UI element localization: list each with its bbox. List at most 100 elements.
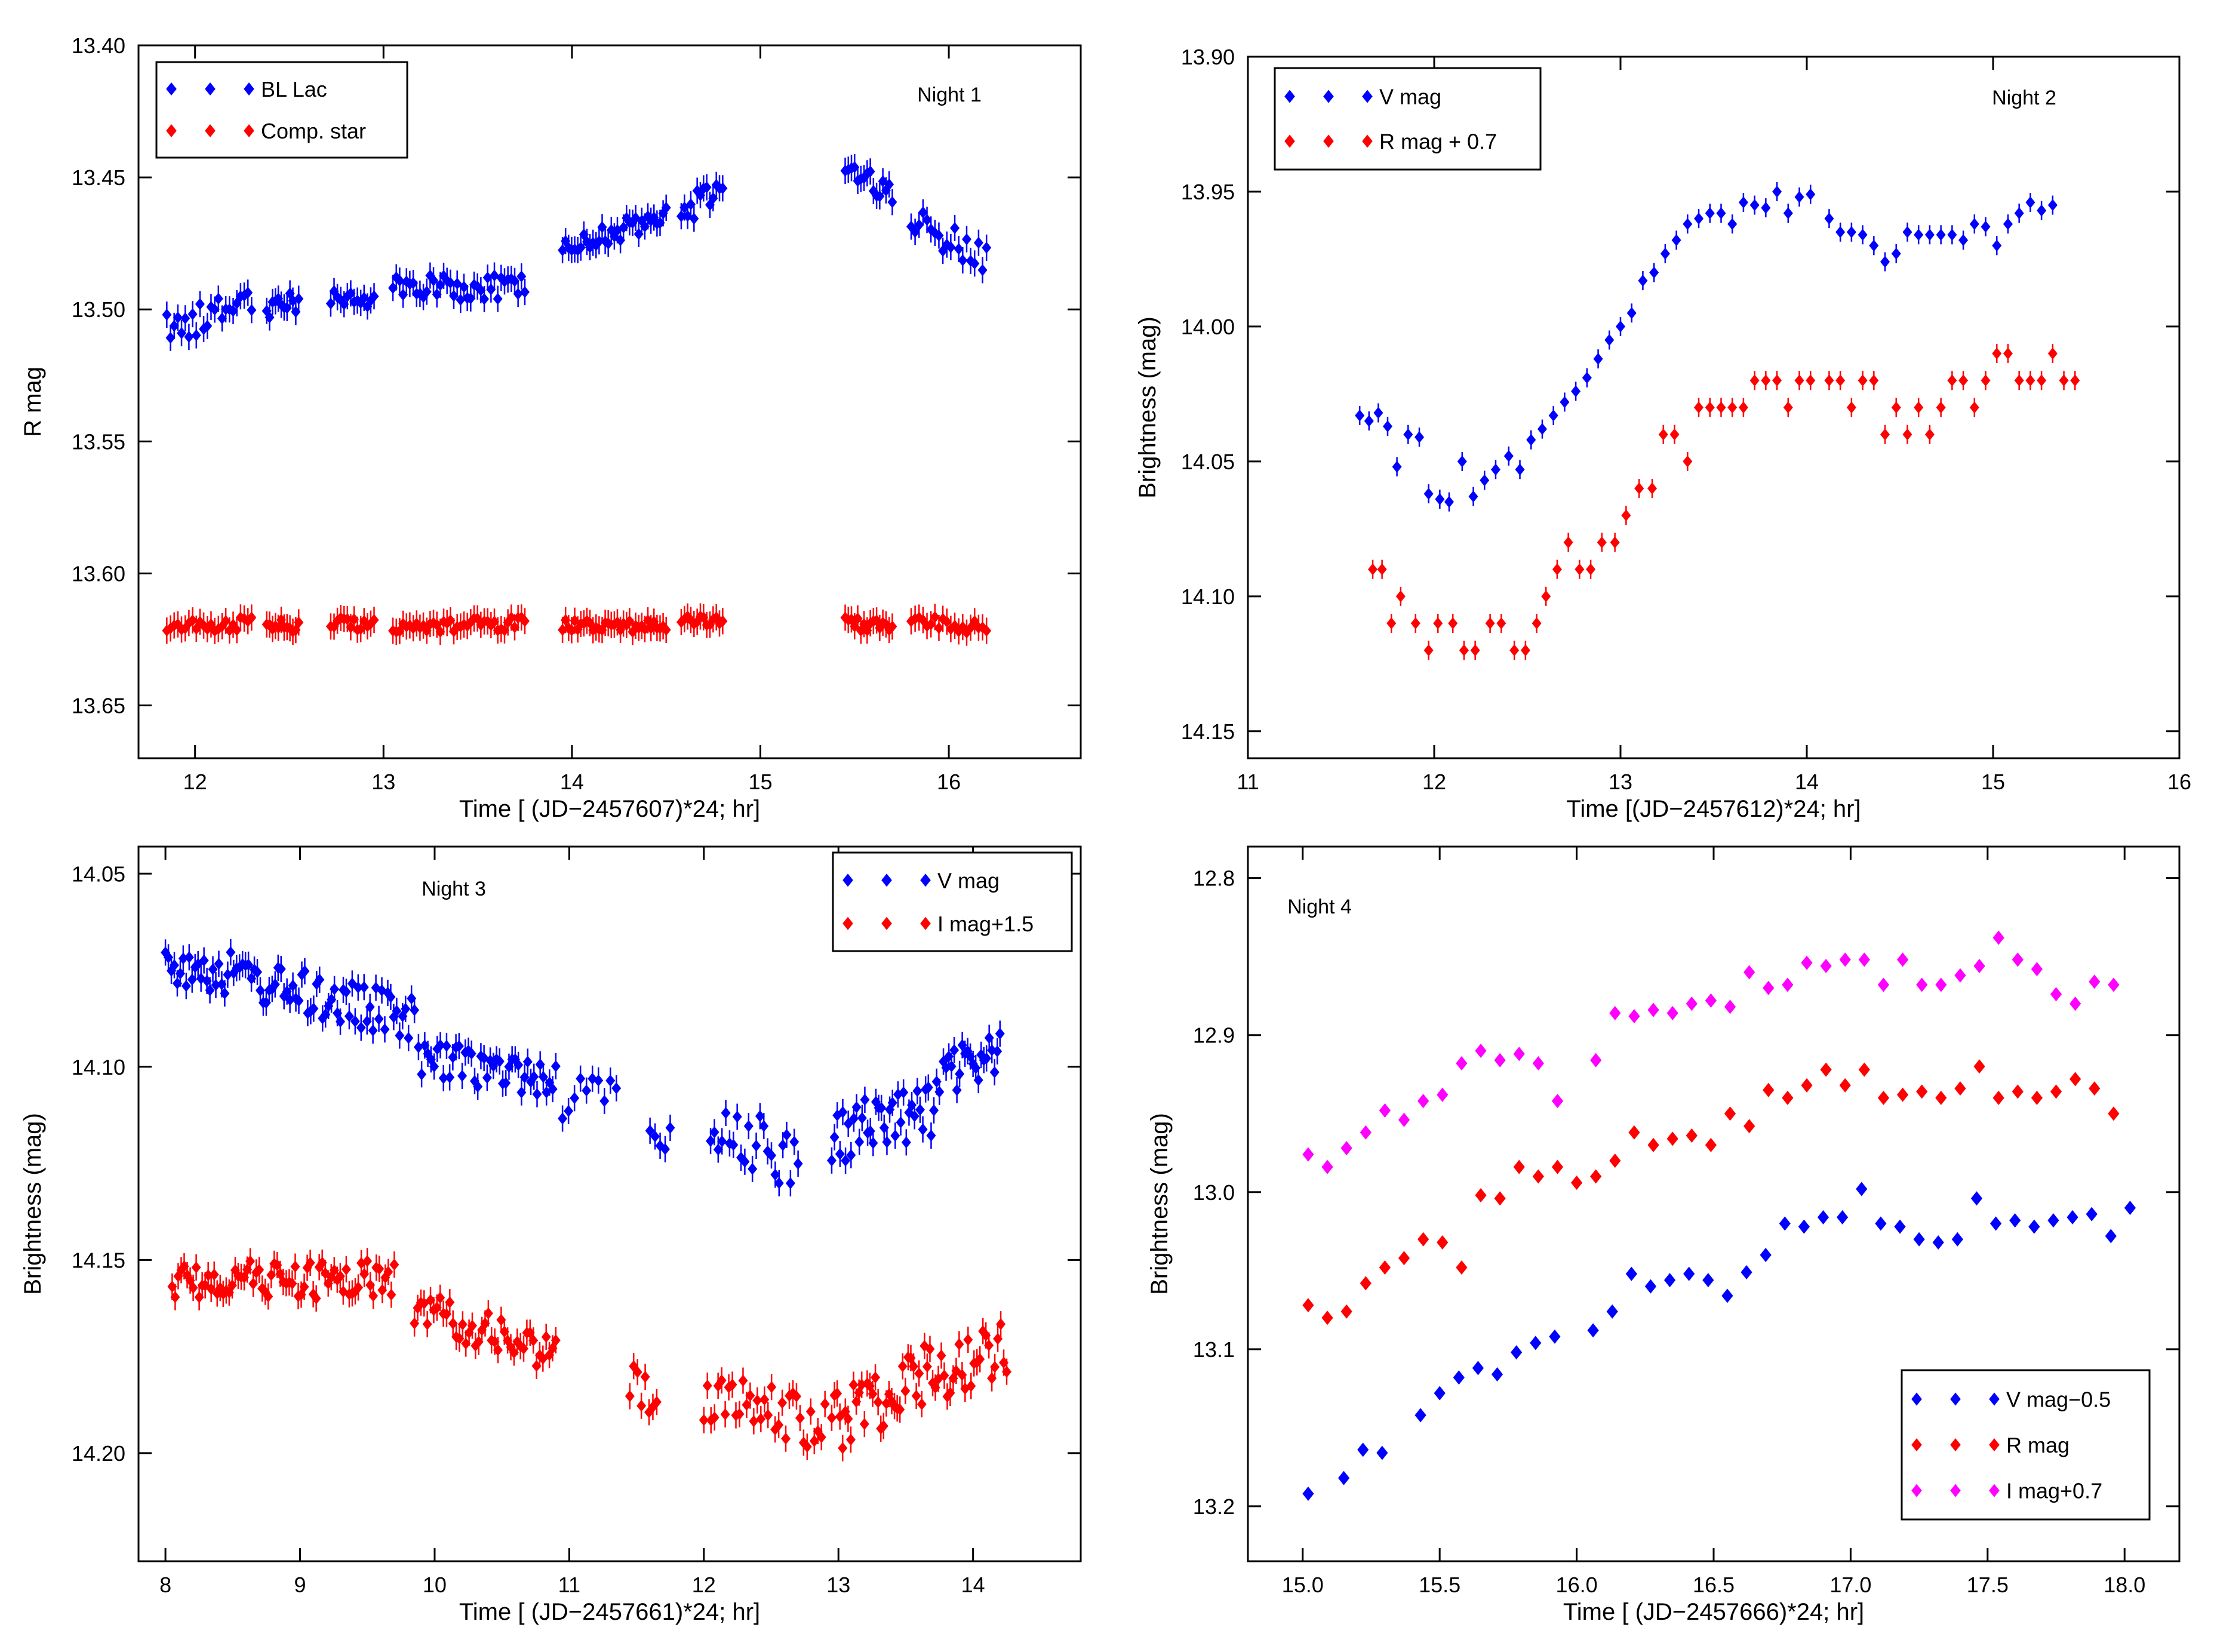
data-point <box>685 198 696 211</box>
x-tick-label: 12 <box>183 770 207 794</box>
data-point <box>1992 1090 2004 1105</box>
data-point <box>676 210 686 223</box>
legend-marker <box>920 873 931 887</box>
x-tick-label: 16 <box>2167 770 2191 794</box>
data-point <box>1590 1169 1602 1184</box>
data-point <box>1772 374 1782 387</box>
x-tick-label: 14 <box>560 770 584 794</box>
y-tick-label: 12.9 <box>1193 1023 1235 1048</box>
data-point <box>1410 617 1420 630</box>
data-point <box>1951 1232 1963 1247</box>
data-point <box>429 1060 439 1073</box>
data-point <box>353 982 363 994</box>
data-point <box>1485 617 1495 630</box>
data-point <box>493 1344 503 1356</box>
panel-label: Night 4 <box>1287 896 1352 918</box>
data-point <box>490 1336 500 1348</box>
data-point <box>1379 1260 1391 1275</box>
data-point <box>1806 374 1816 387</box>
data-point <box>1364 415 1374 427</box>
y-tick-label: 14.05 <box>1181 450 1235 474</box>
data-point <box>252 966 262 979</box>
data-point <box>1586 563 1596 576</box>
panel-night1: 12 13 14 15 16 13.40 13.45 13.50 13.55 13.60 13.65… <box>20 33 1082 822</box>
series-r-mag-0-7 <box>1368 344 2080 660</box>
y-tick-label: 12.8 <box>1193 866 1235 891</box>
data-point <box>445 1071 455 1084</box>
data-point <box>2003 347 2013 360</box>
data-point <box>1858 1062 1870 1077</box>
data-point <box>1435 493 1445 506</box>
data-point <box>1954 968 1966 983</box>
data-point <box>1760 1248 1772 1262</box>
data-point <box>368 1290 379 1302</box>
data-point <box>342 613 352 625</box>
y-tick-label: 14.05 <box>72 862 125 886</box>
panel-label: Night 1 <box>917 84 982 106</box>
data-point <box>793 1158 803 1170</box>
data-point <box>1532 1169 1544 1184</box>
data-point <box>243 287 253 299</box>
data-point <box>1846 226 1856 238</box>
data-point <box>1794 374 1804 387</box>
data-point <box>386 1288 396 1301</box>
data-point <box>1858 952 1870 967</box>
data-point <box>435 1039 445 1051</box>
y-tick-label: 13.2 <box>1193 1494 1235 1519</box>
legend-label: BL Lac <box>261 77 327 101</box>
data-point <box>1337 1471 1350 1485</box>
data-point <box>901 1136 911 1149</box>
data-point <box>1480 474 1490 487</box>
data-point <box>1858 229 1868 241</box>
y-tick-label: 14.20 <box>72 1441 125 1466</box>
data-point <box>934 229 944 242</box>
data-point <box>461 1337 471 1350</box>
data-point <box>473 1336 484 1348</box>
data-point <box>2025 374 2035 387</box>
data-point <box>2108 1106 2120 1121</box>
legend-marker <box>166 124 177 137</box>
data-point <box>882 1136 892 1148</box>
data-point <box>356 1022 366 1034</box>
y-tick-label: 14.10 <box>72 1055 125 1079</box>
data-point <box>341 986 351 998</box>
data-point <box>209 1268 219 1281</box>
data-point <box>1360 1276 1372 1291</box>
data-point <box>665 1121 675 1134</box>
data-point <box>374 1263 385 1275</box>
data-point <box>1749 374 1760 387</box>
y-tick-label: 13.50 <box>72 297 125 322</box>
legend-marker <box>842 873 853 887</box>
data-point <box>1494 1191 1506 1206</box>
data-point <box>2070 996 2081 1011</box>
data-point <box>717 1135 727 1148</box>
data-point <box>404 1032 414 1044</box>
data-point <box>1660 247 1670 260</box>
data-point <box>513 1059 524 1071</box>
data-point <box>2037 204 2047 217</box>
data-point <box>745 1389 755 1402</box>
data-point <box>2037 374 2047 387</box>
data-point <box>1779 1216 1791 1231</box>
data-point <box>923 1081 933 1094</box>
data-point <box>1749 199 1760 211</box>
data-point <box>369 614 379 626</box>
legend-box <box>832 851 1073 952</box>
data-point <box>551 1334 561 1347</box>
data-point <box>2067 1210 2078 1225</box>
data-point <box>1705 993 1717 1008</box>
data-point <box>1880 256 1890 268</box>
data-point <box>422 1318 432 1330</box>
data-point <box>509 1346 519 1359</box>
data-point <box>1597 536 1607 549</box>
data-point <box>785 1177 795 1189</box>
data-point <box>188 1281 198 1294</box>
data-point <box>702 181 712 193</box>
legend-marker <box>244 82 254 96</box>
data-point <box>1355 410 1365 422</box>
data-point <box>169 959 179 971</box>
data-point <box>1683 455 1693 467</box>
data-point <box>1835 226 1846 238</box>
data-point <box>1969 218 1979 230</box>
data-point <box>205 984 215 996</box>
